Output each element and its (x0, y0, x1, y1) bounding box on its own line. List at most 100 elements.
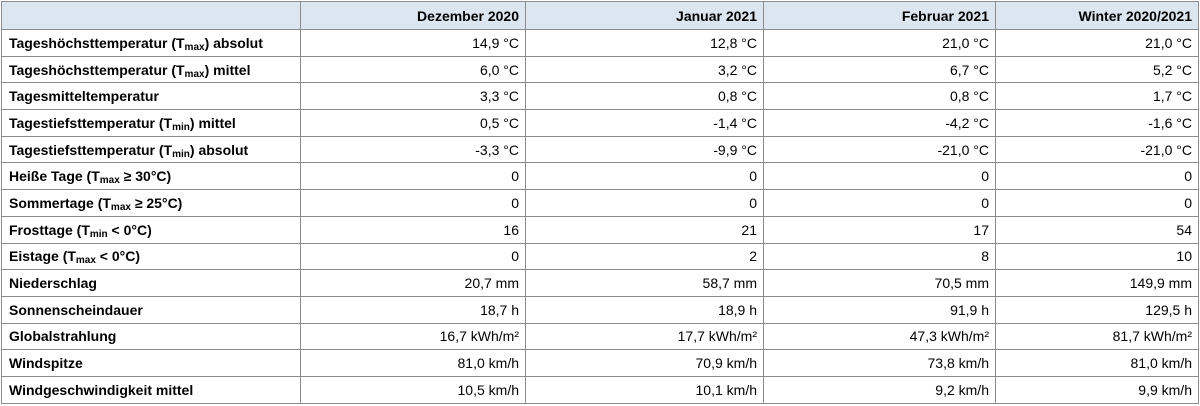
cell-value: 3,3 °C (300, 82, 526, 111)
label-text: ) mittel (204, 61, 251, 78)
row-label: Tagestiefsttemperatur (Tmin) mittel (1, 109, 301, 137)
cell-value: -1,4 °C (525, 109, 764, 137)
label-subscript: min (172, 121, 190, 133)
table-row: Globalstrahlung 16,7 kWh/m² 17,7 kWh/m² 47,… (1, 322, 1199, 351)
cell-value: 81,0 km/h (995, 349, 1199, 377)
row-label: Eistage (Tmax < 0°C) (1, 242, 301, 271)
cell-value: 149,9 mm (995, 269, 1199, 297)
cell-value: 5,2 °C (995, 55, 1199, 84)
cell-value: 16,7 kWh/m² (300, 322, 526, 351)
label-text: Niederschlag (9, 275, 97, 292)
cell-value: 8 (763, 242, 996, 271)
cell-value: 1,7 °C (995, 82, 1199, 111)
cell-value: -3,3 °C (300, 135, 526, 164)
label-text: < 0°C) (107, 221, 152, 238)
table-row: Tagesmitteltemperatur 3,3 °C 0,8 °C 0,8 °C 1… (1, 82, 1199, 111)
label-text: ≥ 25°C) (130, 194, 183, 211)
cell-value: 0 (763, 189, 996, 217)
cell-value: 18,9 h (525, 295, 764, 324)
cell-value: 0,8 °C (763, 82, 996, 111)
row-label: Sonnenscheindauer (1, 295, 301, 324)
cell-value: 18,7 h (300, 295, 526, 324)
label-text: Heiße Tage (T (9, 168, 100, 185)
cell-value: 129,5 h (995, 295, 1199, 324)
label-text: Windgeschwindigkeit mittel (9, 381, 194, 398)
table-body: Tageshöchsttemperatur (Tmax) absolut 14,9… (1, 29, 1199, 404)
table-row: Sonnenscheindauer 18,7 h 18,9 h 91,9 h 129,5… (1, 295, 1199, 324)
label-text: Sommertage (T (9, 194, 111, 211)
label-text: Tageshöchsttemperatur (T (9, 34, 185, 51)
row-label: Windgeschwindigkeit mittel (1, 375, 301, 404)
header-row: Dezember 2020 Januar 2021 Februar 2021 Wint… (1, 1, 1199, 30)
label-text: Eistage (T (9, 248, 76, 265)
cell-value: 16 (300, 215, 526, 244)
cell-value: 73,8 km/h (763, 349, 996, 377)
label-subscript: max (110, 201, 131, 213)
cell-value: -4,2 °C (763, 109, 996, 137)
cell-value: 81,7 kWh/m² (995, 322, 1199, 351)
cell-value: -21,0 °C (995, 135, 1199, 164)
cell-value: 21,0 °C (763, 29, 996, 57)
cell-value: 10,1 km/h (525, 375, 764, 404)
label-text: Tagestiefsttemperatur (T (9, 114, 173, 131)
cell-value: 20,7 mm (300, 269, 526, 297)
cell-value: 17,7 kWh/m² (525, 322, 764, 351)
cell-value: -21,0 °C (763, 135, 996, 164)
table-row: Tageshöchsttemperatur (Tmax) absolut 14,9… (1, 29, 1199, 57)
label-subscript: min (89, 228, 108, 240)
cell-value: 54 (995, 215, 1199, 244)
row-label: Tageshöchsttemperatur (Tmax) absolut (1, 29, 301, 57)
cell-value: 0 (525, 162, 764, 191)
table-row: Tageshöchsttemperatur (Tmax) mittel 6,0 °… (1, 55, 1199, 84)
cell-value: 6,7 °C (763, 55, 996, 84)
cell-value: -1,6 °C (995, 109, 1199, 137)
label-subscript: min (172, 148, 190, 160)
cell-value: 10 (995, 242, 1199, 271)
cell-value: 17 (763, 215, 996, 244)
row-label: Tagesmitteltemperatur (1, 82, 301, 111)
cell-value: 0 (300, 242, 526, 271)
cell-value: 0 (763, 162, 996, 191)
label-text: ) absolut (204, 34, 263, 51)
table-header: Dezember 2020 Januar 2021 Februar 2021 Wint… (1, 1, 1199, 30)
table-row: Niederschlag 20,7 mm 58,7 mm 70,5 mm 149,9 m… (1, 269, 1199, 297)
cell-value: 9,2 km/h (763, 375, 996, 404)
row-label: Sommertage (Tmax ≥ 25°C) (1, 189, 301, 217)
table-row: Windspitze 81,0 km/h 70,9 km/h 73,8 km/h 81,… (1, 349, 1199, 377)
label-text: Windspitze (9, 355, 83, 372)
cell-value: 21 (525, 215, 764, 244)
header-corner (1, 1, 301, 30)
label-text: Tagestiefsttemperatur (T (9, 141, 173, 158)
label-text: ) mittel (189, 114, 236, 131)
cell-value: 58,7 mm (525, 269, 764, 297)
column-header: Dezember 2020 (300, 1, 526, 30)
cell-value: 81,0 km/h (300, 349, 526, 377)
label-subscript: max (75, 255, 96, 267)
table-row: Eistage (Tmax < 0°C) 0 2 8 10 (1, 242, 1199, 271)
cell-value: 0 (995, 162, 1199, 191)
cell-value: 12,8 °C (525, 29, 764, 57)
column-header: Winter 2020/2021 (995, 1, 1199, 30)
label-text: Sonnenscheindauer (9, 301, 143, 318)
label-text: Frosttage (T (9, 221, 90, 238)
label-subscript: max (184, 68, 205, 80)
row-label: Globalstrahlung (1, 322, 301, 351)
table-row: Tagestiefsttemperatur (Tmin) absolut -3,3… (1, 135, 1199, 164)
row-label: Tageshöchsttemperatur (Tmax) mittel (1, 55, 301, 84)
label-subscript: max (184, 41, 205, 53)
cell-value: 0 (995, 189, 1199, 217)
label-text: Tagesmitteltemperatur (9, 88, 159, 105)
cell-value: 2 (525, 242, 764, 271)
cell-value: 0,5 °C (300, 109, 526, 137)
label-text: ) absolut (189, 141, 249, 158)
row-label: Niederschlag (1, 269, 301, 297)
cell-value: 0 (525, 189, 764, 217)
row-label: Windspitze (1, 349, 301, 377)
table-row: Heiße Tage (Tmax ≥ 30°C) 0 0 0 0 (1, 162, 1199, 191)
cell-value: 21,0 °C (995, 29, 1199, 57)
table-row: Tagestiefsttemperatur (Tmin) mittel 0,5 °… (1, 109, 1199, 137)
cell-value: 10,5 km/h (300, 375, 526, 404)
cell-value: 0 (300, 162, 526, 191)
table-row: Frosttage (Tmin < 0°C) 16 21 17 54 (1, 215, 1199, 244)
